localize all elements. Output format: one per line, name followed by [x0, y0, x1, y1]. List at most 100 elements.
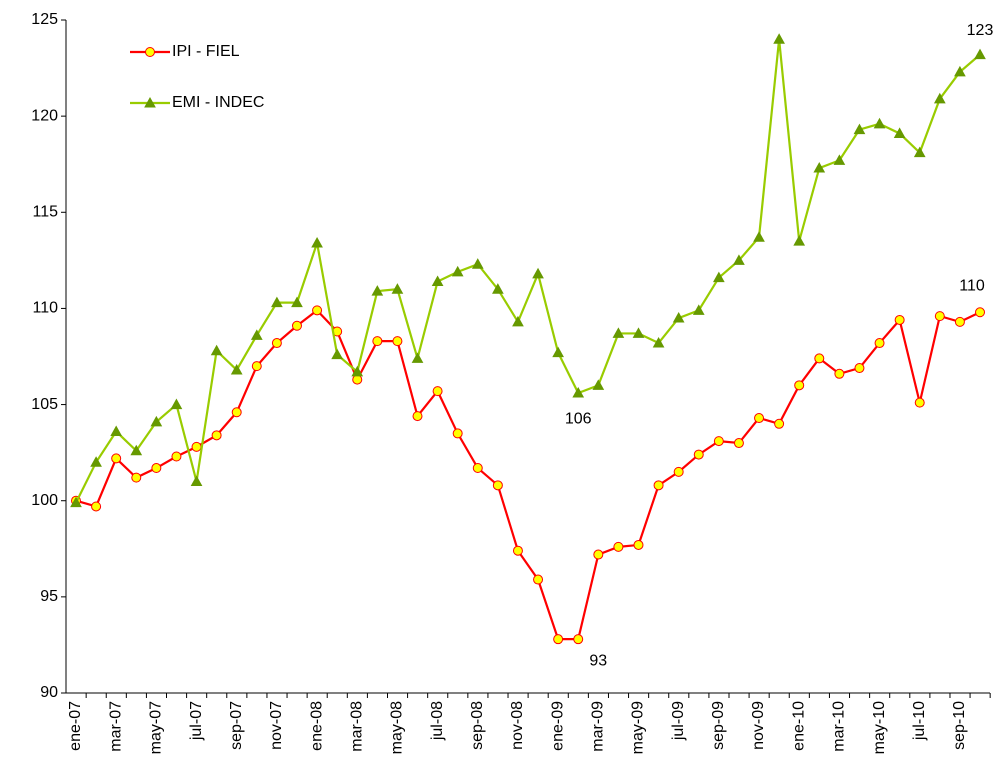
- x-tick-label: ene-07: [67, 701, 84, 751]
- point: [90, 456, 102, 467]
- x-tick-label: ene-09: [549, 701, 566, 751]
- point: [934, 311, 945, 322]
- point: [592, 379, 605, 390]
- x-tick-label: nov-08: [509, 701, 526, 750]
- point: [291, 320, 302, 331]
- point: [914, 397, 925, 408]
- point: [593, 549, 604, 560]
- point: [392, 336, 403, 347]
- point: [573, 634, 584, 645]
- y-tick-label: 105: [31, 396, 58, 413]
- point: [351, 365, 364, 377]
- y-tick-label: 110: [32, 300, 58, 317]
- x-tick-label: may-08: [389, 701, 406, 754]
- point: [150, 415, 163, 427]
- x-tick-label: jul-10: [911, 701, 928, 741]
- x-tick-label: sep-07: [228, 701, 245, 750]
- point: [692, 304, 705, 315]
- y-tick-label: 120: [31, 107, 58, 124]
- point: [151, 463, 162, 474]
- x-tick-label: ene-08: [308, 701, 325, 751]
- point: [191, 441, 202, 452]
- point: [774, 418, 785, 429]
- point: [833, 154, 846, 165]
- annotation: 106: [565, 410, 592, 427]
- point: [933, 92, 946, 104]
- x-tick-label: may-09: [630, 701, 647, 754]
- point: [633, 539, 644, 550]
- point: [110, 425, 123, 436]
- point: [753, 231, 765, 242]
- point: [894, 314, 905, 325]
- x-tick-label: mar-07: [107, 701, 124, 752]
- point: [793, 235, 806, 246]
- point: [853, 123, 866, 135]
- annotation: 110: [959, 277, 985, 294]
- point: [271, 296, 283, 308]
- point: [411, 352, 424, 363]
- point: [954, 316, 965, 327]
- point: [231, 407, 242, 418]
- point: [512, 315, 524, 327]
- point: [352, 374, 363, 385]
- point: [492, 480, 503, 491]
- point: [913, 146, 926, 158]
- x-tick-label: ene-10: [790, 701, 807, 751]
- point: [190, 475, 203, 486]
- point: [70, 496, 82, 508]
- point: [672, 312, 685, 323]
- point: [873, 117, 886, 129]
- series-line: [75, 39, 981, 504]
- x-tick-label: may-07: [148, 701, 165, 754]
- point: [451, 265, 464, 277]
- point: [91, 501, 102, 512]
- point: [653, 480, 664, 491]
- x-tick-label: mar-08: [348, 701, 365, 752]
- y-tick-label: 115: [32, 204, 58, 221]
- y-tick-label: 95: [40, 588, 58, 605]
- point: [250, 329, 263, 340]
- point: [471, 258, 484, 269]
- point: [893, 127, 906, 138]
- legend-label: IPI - FIEL: [172, 43, 240, 60]
- point: [975, 307, 985, 318]
- point: [291, 296, 303, 308]
- point: [492, 283, 504, 294]
- point: [954, 65, 966, 77]
- point: [652, 337, 665, 348]
- point: [754, 413, 765, 424]
- y-tick-label: 125: [31, 11, 58, 28]
- x-tick-label: jul-07: [188, 701, 205, 741]
- legend-label: EMI - INDEC: [172, 94, 264, 111]
- point: [512, 545, 523, 556]
- point: [171, 451, 182, 462]
- point: [532, 267, 544, 279]
- x-tick-label: sep-10: [951, 701, 968, 750]
- point: [211, 430, 222, 441]
- point: [533, 574, 544, 585]
- point: [974, 48, 986, 60]
- point: [412, 411, 423, 422]
- series-line: [75, 308, 981, 641]
- series: [71, 305, 985, 645]
- point: [472, 463, 483, 474]
- point: [130, 444, 143, 456]
- point: [733, 254, 745, 265]
- x-tick-label: may-10: [871, 701, 888, 754]
- y-tick-label: 100: [31, 492, 58, 509]
- x-tick-label: nov-07: [268, 701, 285, 750]
- point: [773, 33, 785, 44]
- point: [251, 361, 262, 372]
- point: [613, 541, 624, 552]
- point: [712, 271, 725, 283]
- x-tick-label: mar-10: [831, 701, 848, 752]
- point: [432, 386, 443, 397]
- point: [371, 285, 384, 296]
- point: [612, 327, 625, 338]
- point: [144, 96, 156, 108]
- point: [271, 338, 282, 349]
- point: [834, 368, 845, 379]
- point: [372, 336, 383, 347]
- y-tick-label: 90: [40, 684, 58, 701]
- point: [391, 283, 404, 294]
